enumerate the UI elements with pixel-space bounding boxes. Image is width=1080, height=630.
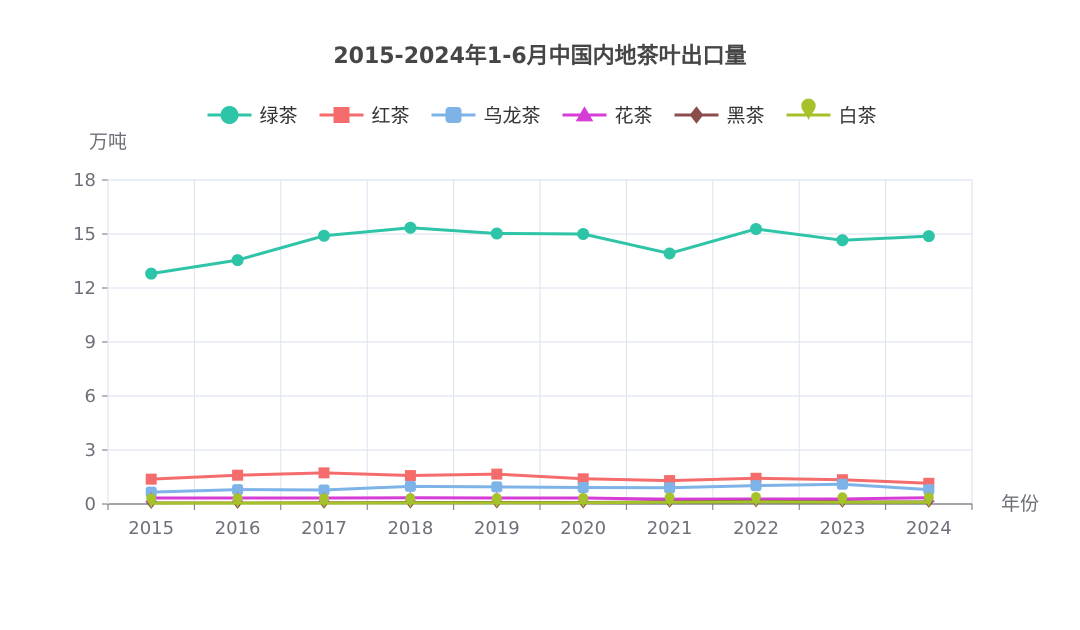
series-group <box>145 221 935 509</box>
y-tick-label: 3 <box>85 440 96 461</box>
x-tick-label: 2015 <box>128 518 174 539</box>
series-1 <box>145 221 935 280</box>
data-point <box>750 222 762 235</box>
data-point <box>405 493 416 508</box>
x-tick-label: 2020 <box>560 518 606 539</box>
data-point <box>491 493 502 508</box>
legend-label: 乌龙茶 <box>484 105 541 127</box>
legend-marker-icon <box>575 106 594 122</box>
legend-item[interactable]: 白茶 <box>786 98 877 127</box>
x-tick-label: 2016 <box>215 518 261 539</box>
data-point <box>490 227 503 240</box>
legend-marker-icon <box>220 106 239 124</box>
x-tick-label: 2019 <box>474 518 520 539</box>
x-tick-label: 2021 <box>647 518 693 539</box>
data-point <box>318 229 330 242</box>
data-point <box>923 477 935 489</box>
series-line <box>151 471 929 485</box>
data-point <box>664 492 675 508</box>
y-tick-label: 9 <box>85 332 96 353</box>
legend-marker-icon <box>445 107 462 123</box>
data-point <box>578 492 589 508</box>
data-point <box>232 484 244 496</box>
x-tick-label: 2022 <box>733 518 779 539</box>
y-tick-label: 0 <box>85 494 96 515</box>
data-point <box>404 470 416 482</box>
data-point <box>577 228 590 240</box>
data-point <box>318 467 330 479</box>
data-point <box>664 482 676 494</box>
data-point <box>923 492 934 508</box>
data-point <box>664 475 676 487</box>
legend-item[interactable]: 乌龙茶 <box>431 105 541 127</box>
legend-item[interactable]: 黑茶 <box>674 105 765 127</box>
axes: 0 3 6 9 12 15 18 2015 2016 2017 2018 2019 2020 2021 20… <box>73 170 973 539</box>
series-6 <box>146 491 934 509</box>
legend-label: 绿茶 <box>260 105 298 127</box>
grid <box>108 179 973 504</box>
y-tick-label: 12 <box>73 278 96 299</box>
y-tick-label: 6 <box>85 386 96 407</box>
data-point <box>319 493 329 509</box>
data-point <box>836 234 849 247</box>
data-point <box>404 221 417 234</box>
legend-marker-icon <box>801 98 816 121</box>
data-point <box>836 478 848 490</box>
legend-label: 黑茶 <box>727 105 765 127</box>
data-point <box>232 469 244 481</box>
data-point <box>491 481 503 493</box>
x-tick-label: 2023 <box>819 518 865 539</box>
data-point <box>750 480 762 492</box>
data-point <box>922 230 935 243</box>
data-point <box>145 267 158 280</box>
data-point <box>577 473 589 485</box>
data-point <box>145 473 157 485</box>
series-line <box>150 226 929 276</box>
chart-title: 2015-2024年1-6月中国内地茶叶出口量 <box>333 43 746 69</box>
data-point <box>404 480 416 492</box>
data-point <box>577 481 589 493</box>
data-point <box>231 254 244 267</box>
data-point <box>232 493 243 509</box>
legend-label: 红茶 <box>372 105 410 127</box>
x-tick-label: 2024 <box>906 518 952 539</box>
y-tick-label: 18 <box>73 170 96 191</box>
series-3 <box>145 478 935 498</box>
legend-item[interactable]: 绿茶 <box>207 105 298 127</box>
series-line <box>151 482 929 494</box>
data-point <box>663 247 676 260</box>
x-tick-label: 2017 <box>301 518 347 539</box>
legend-item[interactable]: 红茶 <box>319 105 410 127</box>
legend: 绿茶 红茶 乌龙茶 花茶 黑茶 白茶 <box>207 98 877 127</box>
y-tick-label: 15 <box>73 224 96 245</box>
data-point <box>318 484 330 496</box>
series-2 <box>145 467 935 489</box>
data-point <box>750 472 762 484</box>
y-axis-unit-label: 万吨 <box>89 131 127 153</box>
data-point <box>837 492 848 508</box>
legend-label: 白茶 <box>839 105 877 127</box>
series-line <box>151 500 929 505</box>
x-axis-unit-label: 年份 <box>1001 493 1039 515</box>
x-tick-label: 2018 <box>387 518 433 539</box>
data-point <box>146 493 157 509</box>
data-point <box>923 484 935 496</box>
legend-marker-icon <box>689 106 704 124</box>
data-point <box>491 468 503 480</box>
data-point <box>751 491 761 507</box>
legend-item[interactable]: 花茶 <box>562 105 653 127</box>
legend-label: 花茶 <box>615 105 653 127</box>
legend-marker-icon <box>333 107 350 123</box>
series-line <box>151 496 929 501</box>
